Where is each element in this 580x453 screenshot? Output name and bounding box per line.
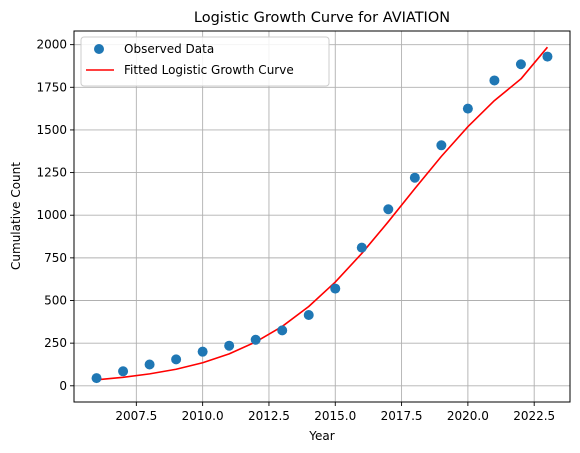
x-tick-label: 2015.0 [314,409,356,423]
observed-point [91,373,102,384]
y-tick-label: 1000 [36,208,67,222]
observed-point [277,325,288,336]
chart-title: Logistic Growth Curve for AVIATION [194,10,450,26]
observed-point [144,359,155,370]
y-tick-label: 500 [44,294,67,308]
y-axis-label: Cumulative Count [9,162,23,270]
observed-point [118,366,129,377]
observed-point [436,140,447,151]
observed-point [250,334,261,345]
legend-box [80,36,330,87]
y-tick-label: 1250 [36,166,67,180]
fitted-curve-line [96,46,549,381]
observed-point [330,283,341,294]
x-tick-label: 2007.5 [115,409,157,423]
observed-point [489,75,500,86]
y-tick-label: 0 [59,379,67,393]
observed-point [515,59,526,70]
y-tick-label: 1500 [36,123,67,137]
observed-point [303,310,314,321]
plot-frame [73,30,571,403]
x-tick-label: 2012.5 [248,409,290,423]
observed-point [171,354,182,365]
legend-marker-observed [94,44,104,54]
legend-label-observed: Observed Data [124,42,214,56]
legend-label-fitted: Fitted Logistic Growth Curve [124,63,294,77]
x-tick-label: 2020.0 [447,409,489,423]
axis-ticks: 2007.5 2010.0 2012.5 2015.0 2017.5 2020.0 2022… [36,38,555,423]
observed-point [409,172,420,183]
observed-point [542,51,553,62]
observed-point [462,103,473,114]
y-tick-label: 1750 [36,80,67,94]
observed-points-layer [91,51,553,384]
x-tick-label: 2017.5 [381,409,423,423]
x-axis-label: Year [308,429,334,443]
y-tick-label: 250 [44,336,67,350]
observed-point [356,242,367,253]
x-tick-label: 2022.5 [513,409,555,423]
observed-point [224,340,235,351]
y-tick-label: 750 [44,251,67,265]
observed-point [383,204,394,215]
observed-point [197,346,208,357]
y-tick-label: 2000 [36,38,67,52]
grid [74,31,570,402]
x-tick-label: 2010.0 [182,409,224,423]
legend: Observed Data Fitted Logistic Growth Cur… [80,36,330,87]
fitted-curve-layer [96,46,549,381]
